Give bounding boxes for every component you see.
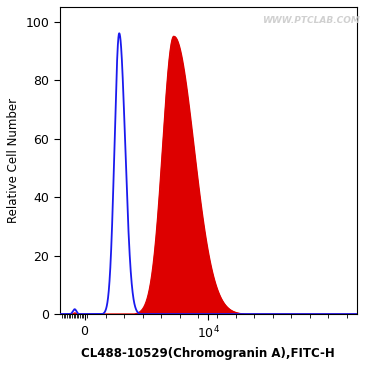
Y-axis label: Relative Cell Number: Relative Cell Number — [7, 98, 20, 223]
Text: WWW.PTCLAB.COM: WWW.PTCLAB.COM — [262, 16, 360, 25]
X-axis label: CL488-10529(Chromogranin A),FITC-H: CL488-10529(Chromogranin A),FITC-H — [81, 347, 335, 360]
